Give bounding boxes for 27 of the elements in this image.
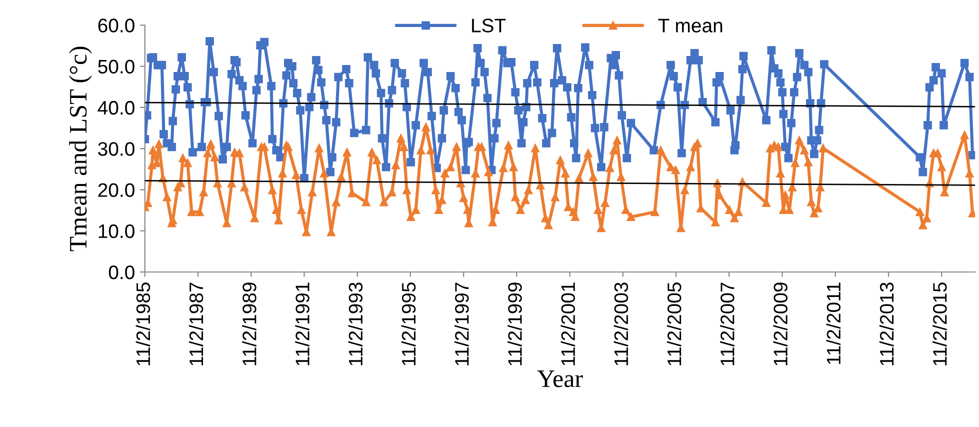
y-tick-label: 50.0 xyxy=(98,60,134,74)
x-tick-label: 11/2/1989 xyxy=(242,282,256,366)
legend-label: LST xyxy=(472,18,506,32)
x-tick-label: 11/2/2007 xyxy=(720,282,734,366)
x-tick-label: 11/2/1997 xyxy=(454,282,469,366)
x-tick-label: 11/2/2005 xyxy=(666,282,682,366)
x-tick-label: 11/2/2011 xyxy=(826,282,841,364)
y-tick-label: 20.0 xyxy=(98,183,134,197)
legend-label: T mean xyxy=(658,18,722,32)
x-tick-label: 11/2/2013 xyxy=(879,282,894,366)
y-tick-label: 0.0 xyxy=(108,265,134,280)
x-axis-title: Year xyxy=(537,370,583,388)
x-tick-label: 11/2/2015 xyxy=(932,282,947,366)
x-tick-label: 11/2/1985 xyxy=(136,282,150,366)
y-tick-label: 10.0 xyxy=(98,224,134,238)
x-tick-label: 11/2/2001 xyxy=(560,282,576,366)
x-tick-label: 11/2/1993 xyxy=(348,282,363,366)
x-tick-label: 11/2/1999 xyxy=(508,282,522,366)
x-tick-label: 11/2/1991 xyxy=(295,282,310,366)
x-tick-label: 11/2/1995 xyxy=(401,282,416,366)
x-tick-label: 11/2/2003 xyxy=(614,282,628,366)
y-tick-label: 30.0 xyxy=(98,142,134,156)
x-tick-label: 11/2/2009 xyxy=(773,282,788,366)
y-axis-title: Tmean and LST (°c) xyxy=(69,46,92,252)
y-tick-label: 40.0 xyxy=(98,100,134,115)
y-tick-label: 60.0 xyxy=(98,18,134,32)
x-tick-label: 11/2/1987 xyxy=(188,282,204,366)
